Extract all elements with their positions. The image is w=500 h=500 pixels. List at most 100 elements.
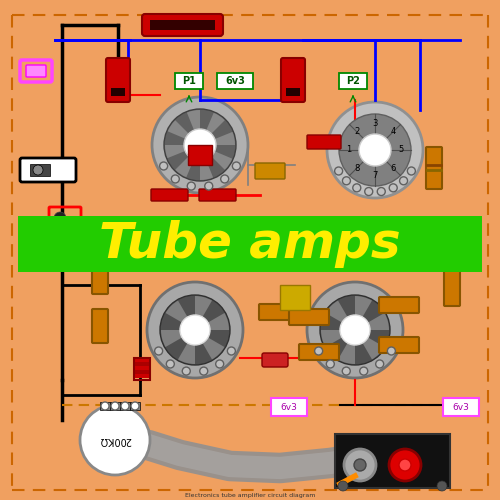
Circle shape — [160, 295, 230, 365]
Circle shape — [220, 175, 228, 183]
Text: 4: 4 — [391, 127, 396, 136]
FancyBboxPatch shape — [106, 58, 130, 102]
Circle shape — [327, 102, 423, 198]
FancyBboxPatch shape — [280, 285, 310, 310]
FancyBboxPatch shape — [199, 189, 236, 201]
Circle shape — [164, 109, 236, 181]
Wedge shape — [166, 300, 195, 330]
Circle shape — [147, 282, 243, 378]
Circle shape — [160, 162, 168, 170]
FancyBboxPatch shape — [135, 362, 149, 366]
Circle shape — [182, 367, 190, 375]
FancyBboxPatch shape — [299, 344, 339, 360]
FancyBboxPatch shape — [151, 189, 188, 201]
Circle shape — [200, 367, 207, 375]
Circle shape — [121, 402, 129, 410]
FancyBboxPatch shape — [135, 366, 149, 370]
Wedge shape — [338, 330, 355, 364]
Circle shape — [111, 402, 119, 410]
FancyBboxPatch shape — [110, 402, 120, 410]
FancyBboxPatch shape — [286, 88, 300, 96]
Wedge shape — [176, 145, 200, 177]
Wedge shape — [195, 330, 224, 360]
Text: 6v3: 6v3 — [452, 402, 469, 411]
FancyBboxPatch shape — [142, 14, 223, 36]
Text: 8: 8 — [354, 164, 360, 173]
Circle shape — [172, 175, 179, 183]
Circle shape — [188, 182, 196, 190]
FancyBboxPatch shape — [281, 58, 305, 102]
Circle shape — [408, 167, 416, 175]
Text: 1: 1 — [346, 146, 352, 154]
FancyBboxPatch shape — [30, 164, 50, 176]
Wedge shape — [200, 113, 224, 145]
Circle shape — [334, 167, 342, 175]
FancyBboxPatch shape — [18, 216, 482, 272]
Wedge shape — [355, 330, 384, 360]
Circle shape — [340, 315, 370, 345]
Wedge shape — [355, 313, 389, 330]
Wedge shape — [200, 145, 213, 180]
FancyBboxPatch shape — [135, 370, 149, 374]
Wedge shape — [168, 120, 200, 145]
Circle shape — [232, 162, 240, 170]
Circle shape — [101, 402, 109, 410]
Circle shape — [154, 347, 162, 355]
Circle shape — [342, 367, 350, 375]
Circle shape — [307, 282, 403, 378]
Text: Tube amps: Tube amps — [99, 220, 401, 268]
Circle shape — [314, 347, 322, 355]
Circle shape — [184, 129, 216, 161]
FancyBboxPatch shape — [92, 257, 108, 294]
Wedge shape — [161, 330, 195, 347]
Circle shape — [54, 212, 66, 224]
Circle shape — [437, 481, 447, 491]
Wedge shape — [195, 296, 212, 330]
FancyBboxPatch shape — [339, 73, 367, 89]
Circle shape — [388, 347, 396, 355]
Text: 7: 7 — [372, 172, 378, 180]
Circle shape — [389, 449, 421, 481]
Circle shape — [364, 188, 372, 196]
FancyBboxPatch shape — [217, 73, 253, 89]
Text: 2: 2 — [354, 127, 359, 136]
Wedge shape — [195, 313, 229, 330]
Wedge shape — [165, 145, 200, 158]
FancyBboxPatch shape — [20, 158, 76, 182]
Wedge shape — [321, 330, 355, 347]
Circle shape — [152, 97, 248, 193]
Circle shape — [399, 459, 411, 471]
Text: 6v3: 6v3 — [280, 402, 297, 411]
Circle shape — [360, 367, 368, 375]
Wedge shape — [326, 300, 355, 330]
Circle shape — [216, 360, 224, 368]
FancyBboxPatch shape — [135, 358, 149, 362]
Circle shape — [378, 188, 386, 196]
Circle shape — [339, 114, 411, 186]
FancyBboxPatch shape — [379, 337, 419, 353]
Circle shape — [353, 184, 361, 192]
FancyBboxPatch shape — [444, 269, 460, 306]
FancyBboxPatch shape — [92, 309, 108, 343]
Wedge shape — [200, 132, 235, 145]
Wedge shape — [187, 110, 200, 145]
Circle shape — [389, 184, 397, 192]
Circle shape — [80, 405, 150, 475]
FancyBboxPatch shape — [335, 434, 450, 488]
FancyBboxPatch shape — [26, 65, 46, 77]
FancyBboxPatch shape — [150, 20, 215, 30]
FancyBboxPatch shape — [111, 88, 125, 96]
Circle shape — [204, 182, 212, 190]
Circle shape — [338, 481, 348, 491]
Text: P2: P2 — [346, 76, 360, 86]
Circle shape — [33, 165, 43, 175]
FancyBboxPatch shape — [188, 145, 212, 165]
Text: Electronics tube amplifier circuit diagram: Electronics tube amplifier circuit diagr… — [185, 494, 315, 498]
FancyBboxPatch shape — [100, 402, 110, 410]
FancyBboxPatch shape — [379, 297, 419, 313]
Circle shape — [180, 315, 210, 345]
Circle shape — [376, 360, 384, 368]
Circle shape — [342, 177, 350, 185]
Wedge shape — [178, 330, 195, 364]
Text: P1: P1 — [182, 76, 196, 86]
